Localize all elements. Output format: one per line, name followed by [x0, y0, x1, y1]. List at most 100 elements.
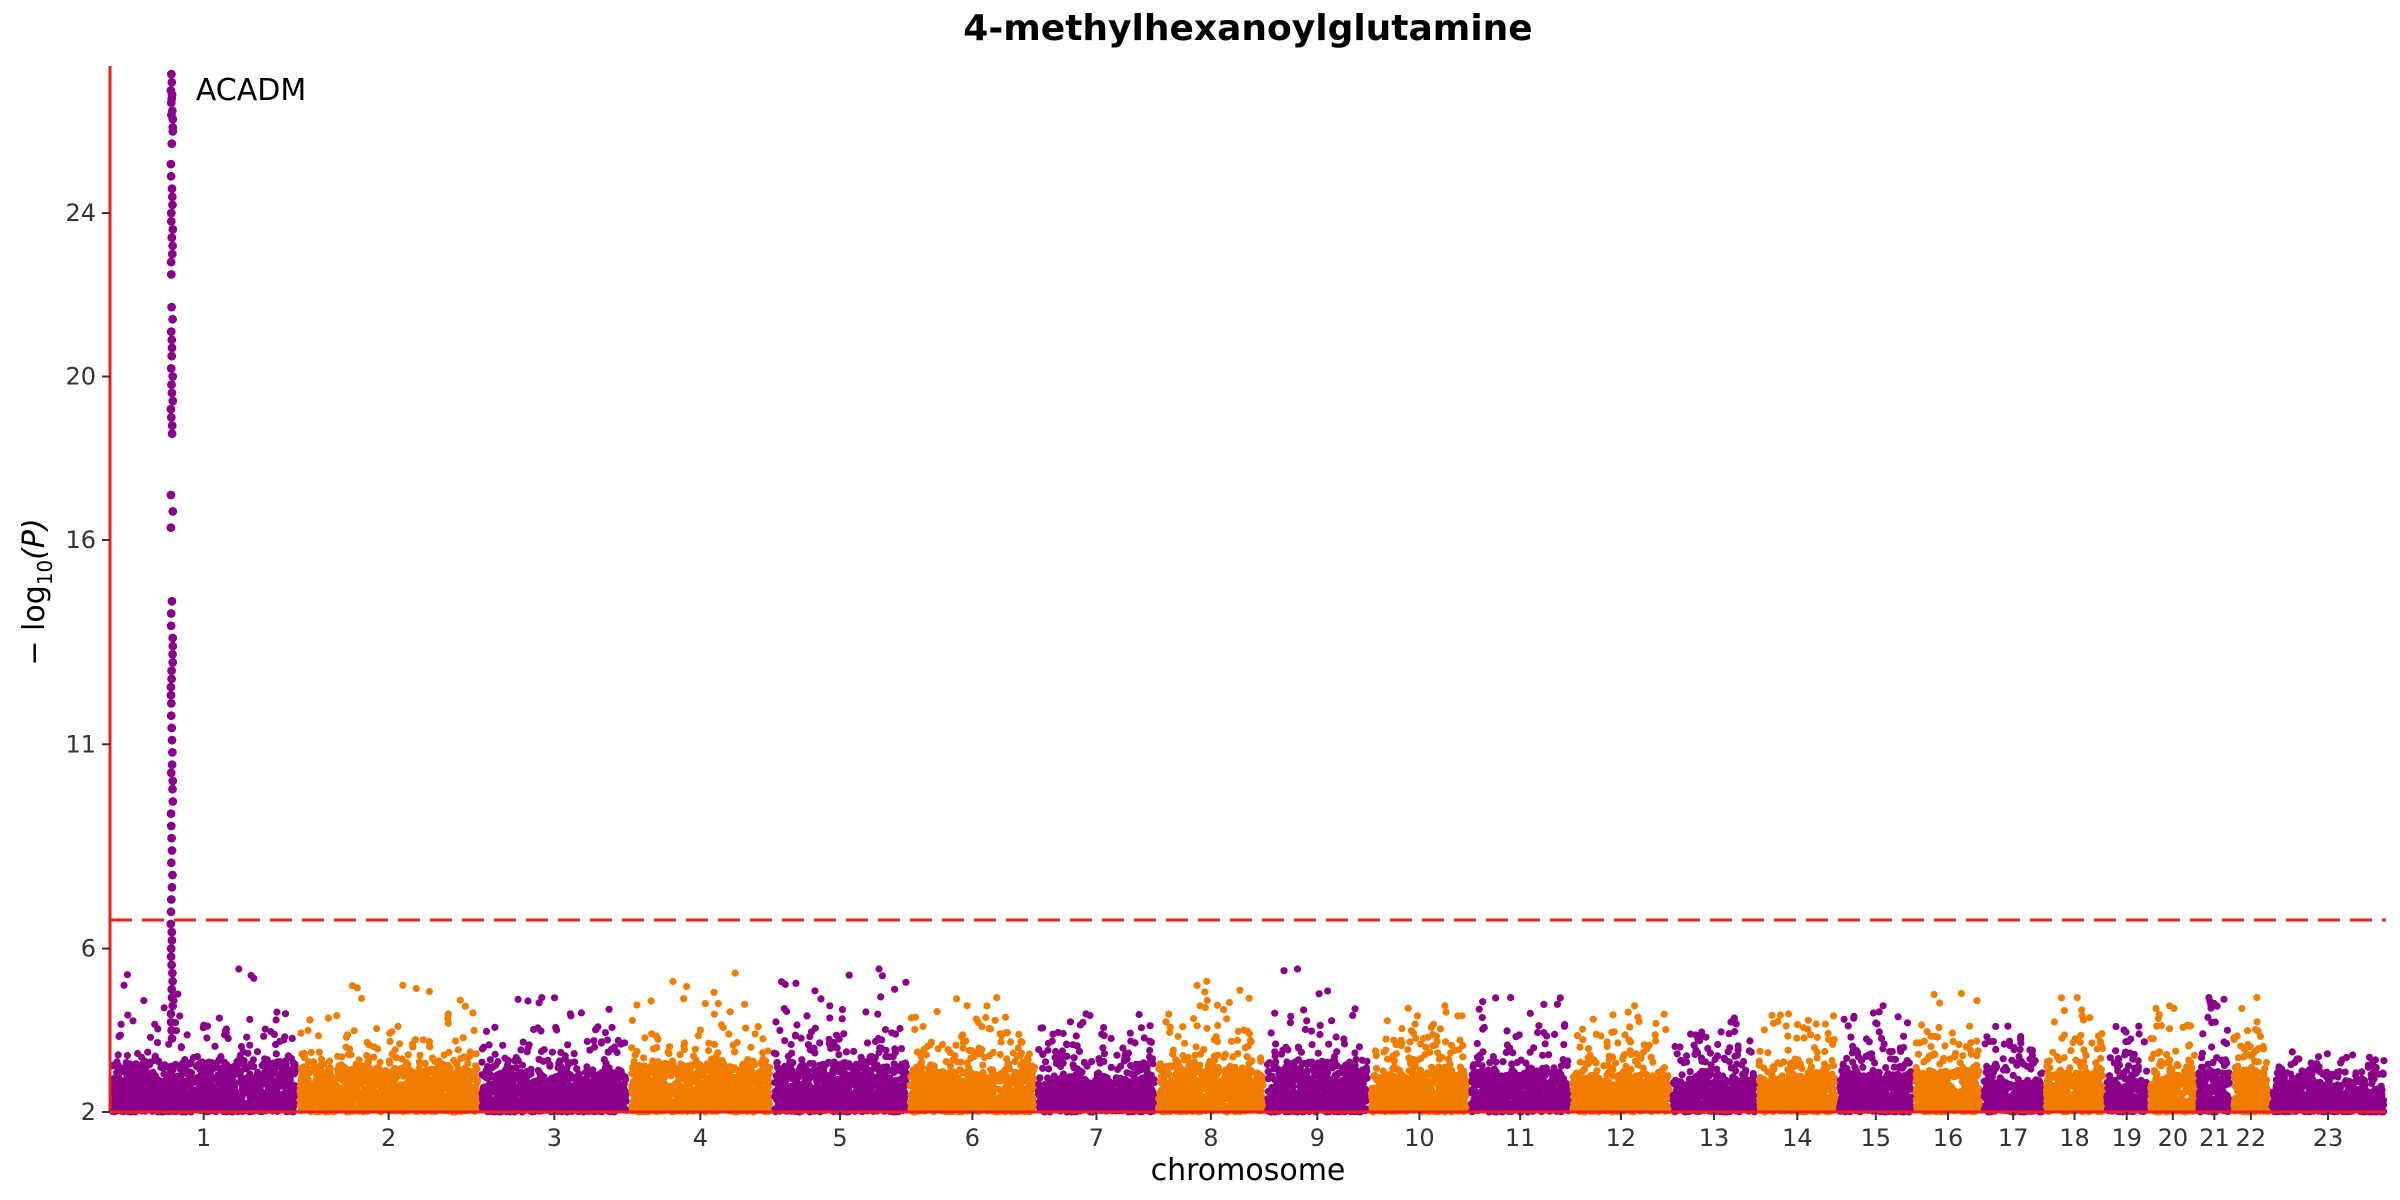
data-point — [724, 1096, 732, 1104]
data-point — [608, 1045, 616, 1053]
data-point — [114, 1051, 122, 1059]
data-point — [455, 1092, 463, 1100]
data-point — [176, 1012, 184, 1020]
data-point — [882, 1046, 890, 1054]
data-point — [469, 1069, 477, 1077]
data-point — [247, 1060, 255, 1068]
data-point — [284, 1075, 292, 1083]
data-point — [538, 994, 546, 1002]
data-point — [530, 1101, 539, 1110]
data-point — [494, 1057, 502, 1066]
data-point — [117, 1020, 125, 1028]
data-point — [504, 1096, 512, 1104]
data-point — [281, 1010, 290, 1018]
data-point — [265, 1103, 273, 1111]
data-point — [315, 1096, 323, 1104]
data-point — [355, 1056, 363, 1064]
data-point — [694, 1032, 703, 1040]
data-point — [534, 1024, 542, 1032]
data-point — [357, 1079, 366, 1087]
data-point — [606, 1102, 614, 1110]
data-point — [210, 1094, 218, 1102]
data-point — [123, 971, 131, 979]
chromosome-points-2 — [296, 981, 482, 1116]
data-point — [687, 1061, 695, 1069]
data-point — [537, 1047, 546, 1056]
data-point — [548, 1100, 556, 1108]
data-point — [556, 1064, 565, 1072]
data-point — [682, 1091, 690, 1099]
data-point — [570, 1050, 578, 1058]
data-point — [342, 1082, 350, 1090]
data-point — [496, 1091, 504, 1099]
data-point — [522, 1094, 531, 1102]
data-point — [262, 1077, 270, 1085]
data-point — [111, 1061, 119, 1070]
data-point — [362, 1094, 370, 1102]
data-point — [680, 1039, 689, 1047]
data-point — [246, 1041, 254, 1049]
data-point — [590, 1037, 598, 1045]
data-point — [640, 1054, 648, 1062]
data-point — [176, 1096, 184, 1104]
data-point — [605, 1005, 613, 1013]
data-point — [762, 1062, 770, 1070]
data-point — [451, 1037, 460, 1045]
data-point — [546, 1062, 554, 1070]
data-point — [731, 969, 739, 977]
data-point — [478, 1058, 486, 1066]
data-point — [647, 997, 655, 1005]
data-point — [218, 1075, 227, 1083]
data-point — [710, 1010, 719, 1018]
data-point — [446, 1079, 454, 1087]
data-point — [641, 1034, 649, 1042]
data-point — [144, 1048, 152, 1056]
data-point — [324, 1014, 332, 1022]
data-point — [392, 1054, 400, 1062]
data-point — [454, 1046, 462, 1054]
data-point — [431, 1074, 439, 1082]
data-point — [306, 1016, 314, 1024]
chart-title: 4-methylhexanoylglutamine — [963, 8, 1532, 49]
data-point — [280, 1036, 288, 1044]
data-point — [552, 1023, 560, 1032]
data-point — [386, 1077, 394, 1086]
data-point — [871, 1054, 879, 1062]
data-point — [203, 1022, 212, 1030]
data-point — [747, 1065, 755, 1074]
data-point — [612, 1077, 621, 1085]
data-point — [608, 1023, 616, 1032]
data-point — [691, 1045, 699, 1053]
data-point — [205, 1076, 213, 1084]
data-point — [675, 1073, 683, 1082]
data-point — [412, 1084, 420, 1092]
data-point — [464, 1084, 472, 1092]
data-point — [211, 1086, 219, 1094]
data-point — [592, 1026, 600, 1034]
data-point — [694, 1077, 702, 1085]
data-point — [641, 1069, 649, 1077]
data-point — [538, 1083, 546, 1091]
chromosome-points-3 — [478, 994, 631, 1116]
data-point — [826, 1002, 834, 1010]
data-point — [328, 1103, 336, 1111]
data-point — [304, 1026, 312, 1035]
data-point — [333, 1012, 341, 1020]
data-point — [300, 1053, 308, 1061]
data-point — [760, 1103, 768, 1111]
data-point — [272, 1016, 280, 1024]
data-point — [225, 1099, 233, 1107]
data-point — [215, 1014, 223, 1022]
data-point — [406, 1068, 414, 1076]
data-point — [260, 1032, 268, 1040]
data-point — [482, 1099, 490, 1108]
data-point — [275, 1095, 283, 1104]
data-point — [599, 1071, 607, 1079]
data-point — [186, 1068, 194, 1076]
data-point — [426, 1043, 434, 1051]
data-point — [342, 1065, 350, 1073]
data-point — [425, 987, 433, 996]
data-point — [160, 1004, 168, 1012]
data-point — [200, 1087, 208, 1095]
